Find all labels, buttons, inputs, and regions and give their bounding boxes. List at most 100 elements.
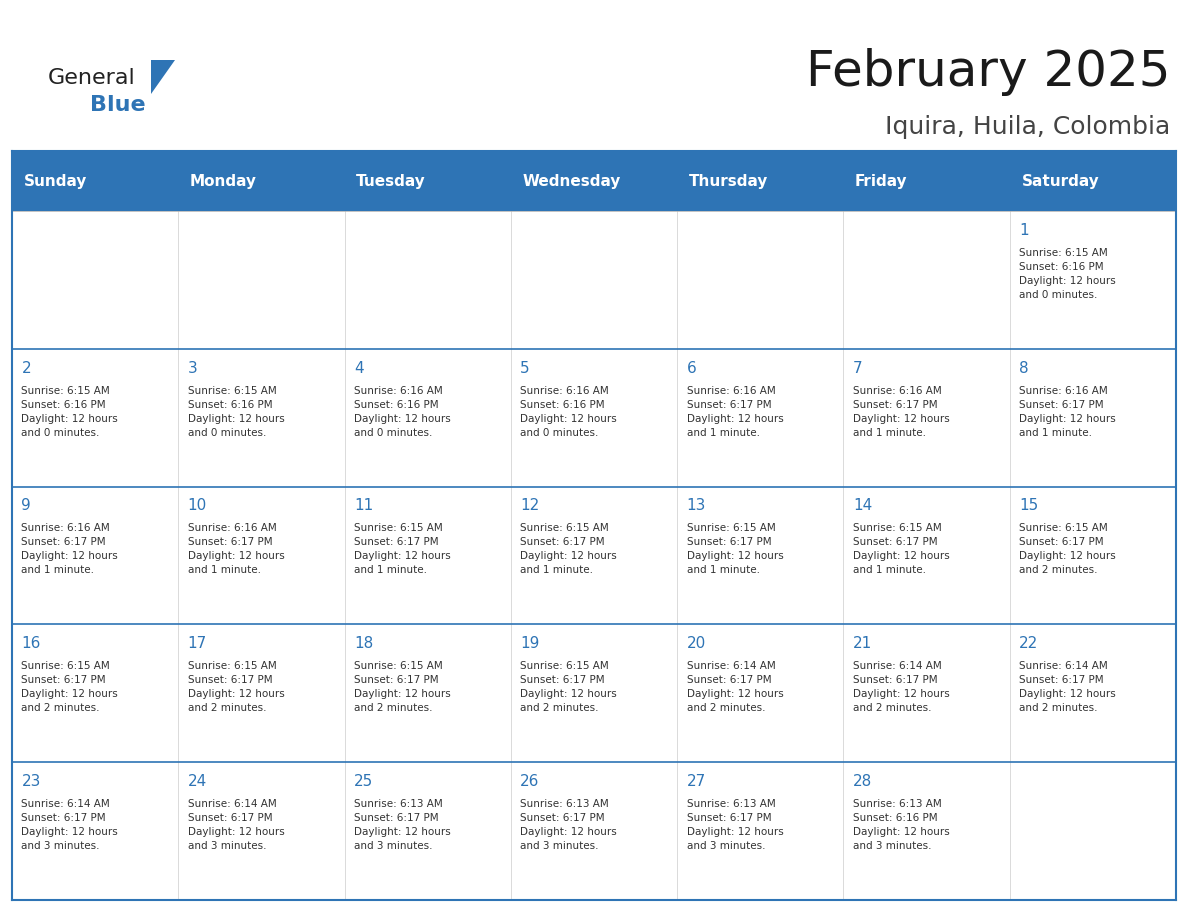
Text: 23: 23 <box>21 774 40 789</box>
Bar <box>843 624 1010 762</box>
Text: Sunrise: 6:14 AM
Sunset: 6:17 PM
Daylight: 12 hours
and 3 minutes.: Sunrise: 6:14 AM Sunset: 6:17 PM Dayligh… <box>188 799 284 851</box>
Text: Thursday: Thursday <box>689 174 769 189</box>
Text: 14: 14 <box>853 498 872 513</box>
Text: Sunrise: 6:15 AM
Sunset: 6:17 PM
Daylight: 12 hours
and 1 minute.: Sunrise: 6:15 AM Sunset: 6:17 PM Dayligh… <box>853 523 949 576</box>
Bar <box>843 762 1010 900</box>
Text: Sunrise: 6:14 AM
Sunset: 6:17 PM
Daylight: 12 hours
and 2 minutes.: Sunrise: 6:14 AM Sunset: 6:17 PM Dayligh… <box>687 661 783 713</box>
Bar <box>345 624 511 762</box>
Text: 16: 16 <box>21 636 40 651</box>
Text: Sunrise: 6:15 AM
Sunset: 6:17 PM
Daylight: 12 hours
and 2 minutes.: Sunrise: 6:15 AM Sunset: 6:17 PM Dayligh… <box>1019 523 1116 576</box>
Text: Sunrise: 6:16 AM
Sunset: 6:17 PM
Daylight: 12 hours
and 1 minute.: Sunrise: 6:16 AM Sunset: 6:17 PM Dayligh… <box>1019 386 1116 438</box>
Bar <box>12 762 178 900</box>
Bar <box>178 624 345 762</box>
Bar <box>1010 151 1176 211</box>
Text: 2: 2 <box>21 361 31 375</box>
Bar <box>677 151 843 211</box>
Text: 9: 9 <box>21 498 31 513</box>
Bar <box>1010 211 1176 349</box>
Text: 1: 1 <box>1019 223 1029 238</box>
Bar <box>677 487 843 624</box>
Text: 25: 25 <box>354 774 373 789</box>
Bar <box>1010 624 1176 762</box>
Text: Sunrise: 6:15 AM
Sunset: 6:17 PM
Daylight: 12 hours
and 2 minutes.: Sunrise: 6:15 AM Sunset: 6:17 PM Dayligh… <box>354 661 450 713</box>
Text: Sunrise: 6:15 AM
Sunset: 6:17 PM
Daylight: 12 hours
and 1 minute.: Sunrise: 6:15 AM Sunset: 6:17 PM Dayligh… <box>520 523 617 576</box>
Polygon shape <box>151 60 175 94</box>
Bar <box>12 151 178 211</box>
Text: 22: 22 <box>1019 636 1038 651</box>
Bar <box>843 349 1010 487</box>
Text: 8: 8 <box>1019 361 1029 375</box>
Text: Sunrise: 6:15 AM
Sunset: 6:16 PM
Daylight: 12 hours
and 0 minutes.: Sunrise: 6:15 AM Sunset: 6:16 PM Dayligh… <box>21 386 118 438</box>
Text: 26: 26 <box>520 774 539 789</box>
Text: Wednesday: Wednesday <box>523 174 621 189</box>
Text: 15: 15 <box>1019 498 1038 513</box>
Bar <box>178 487 345 624</box>
Text: Tuesday: Tuesday <box>356 174 426 189</box>
Text: Sunrise: 6:15 AM
Sunset: 6:16 PM
Daylight: 12 hours
and 0 minutes.: Sunrise: 6:15 AM Sunset: 6:16 PM Dayligh… <box>1019 248 1116 300</box>
Bar <box>843 151 1010 211</box>
Text: 24: 24 <box>188 774 207 789</box>
Text: 12: 12 <box>520 498 539 513</box>
Text: February 2025: February 2025 <box>805 48 1170 95</box>
Text: Sunrise: 6:15 AM
Sunset: 6:16 PM
Daylight: 12 hours
and 0 minutes.: Sunrise: 6:15 AM Sunset: 6:16 PM Dayligh… <box>188 386 284 438</box>
Bar <box>1010 762 1176 900</box>
Text: Sunrise: 6:14 AM
Sunset: 6:17 PM
Daylight: 12 hours
and 3 minutes.: Sunrise: 6:14 AM Sunset: 6:17 PM Dayligh… <box>21 799 118 851</box>
Bar <box>511 151 677 211</box>
Bar <box>12 624 178 762</box>
Text: Sunrise: 6:15 AM
Sunset: 6:17 PM
Daylight: 12 hours
and 2 minutes.: Sunrise: 6:15 AM Sunset: 6:17 PM Dayligh… <box>21 661 118 713</box>
Text: 3: 3 <box>188 361 197 375</box>
Text: General: General <box>48 68 135 88</box>
Text: Sunrise: 6:13 AM
Sunset: 6:17 PM
Daylight: 12 hours
and 3 minutes.: Sunrise: 6:13 AM Sunset: 6:17 PM Dayligh… <box>354 799 450 851</box>
Text: 11: 11 <box>354 498 373 513</box>
Bar <box>511 624 677 762</box>
Text: Sunrise: 6:13 AM
Sunset: 6:16 PM
Daylight: 12 hours
and 3 minutes.: Sunrise: 6:13 AM Sunset: 6:16 PM Dayligh… <box>853 799 949 851</box>
Bar <box>345 487 511 624</box>
Text: Sunrise: 6:14 AM
Sunset: 6:17 PM
Daylight: 12 hours
and 2 minutes.: Sunrise: 6:14 AM Sunset: 6:17 PM Dayligh… <box>853 661 949 713</box>
Text: Sunrise: 6:13 AM
Sunset: 6:17 PM
Daylight: 12 hours
and 3 minutes.: Sunrise: 6:13 AM Sunset: 6:17 PM Dayligh… <box>520 799 617 851</box>
Text: Sunrise: 6:16 AM
Sunset: 6:17 PM
Daylight: 12 hours
and 1 minute.: Sunrise: 6:16 AM Sunset: 6:17 PM Dayligh… <box>21 523 118 576</box>
Text: Iquira, Huila, Colombia: Iquira, Huila, Colombia <box>885 115 1170 139</box>
Text: Sunrise: 6:15 AM
Sunset: 6:17 PM
Daylight: 12 hours
and 1 minute.: Sunrise: 6:15 AM Sunset: 6:17 PM Dayligh… <box>687 523 783 576</box>
Text: Monday: Monday <box>190 174 257 189</box>
Bar <box>511 211 677 349</box>
Text: 18: 18 <box>354 636 373 651</box>
Text: Sunrise: 6:13 AM
Sunset: 6:17 PM
Daylight: 12 hours
and 3 minutes.: Sunrise: 6:13 AM Sunset: 6:17 PM Dayligh… <box>687 799 783 851</box>
Text: Sunrise: 6:15 AM
Sunset: 6:17 PM
Daylight: 12 hours
and 2 minutes.: Sunrise: 6:15 AM Sunset: 6:17 PM Dayligh… <box>520 661 617 713</box>
Text: Saturday: Saturday <box>1022 174 1099 189</box>
Text: 17: 17 <box>188 636 207 651</box>
Bar <box>511 349 677 487</box>
Text: 20: 20 <box>687 636 706 651</box>
Text: Sunrise: 6:15 AM
Sunset: 6:17 PM
Daylight: 12 hours
and 1 minute.: Sunrise: 6:15 AM Sunset: 6:17 PM Dayligh… <box>354 523 450 576</box>
Text: 10: 10 <box>188 498 207 513</box>
Bar <box>345 211 511 349</box>
Text: Sunrise: 6:14 AM
Sunset: 6:17 PM
Daylight: 12 hours
and 2 minutes.: Sunrise: 6:14 AM Sunset: 6:17 PM Dayligh… <box>1019 661 1116 713</box>
Text: 21: 21 <box>853 636 872 651</box>
Bar <box>12 349 178 487</box>
Bar <box>843 211 1010 349</box>
Bar <box>178 211 345 349</box>
Bar <box>843 487 1010 624</box>
Text: 28: 28 <box>853 774 872 789</box>
Bar <box>511 762 677 900</box>
Text: 5: 5 <box>520 361 530 375</box>
Bar <box>677 624 843 762</box>
Text: 4: 4 <box>354 361 364 375</box>
Text: Friday: Friday <box>855 174 908 189</box>
Text: Sunrise: 6:16 AM
Sunset: 6:17 PM
Daylight: 12 hours
and 1 minute.: Sunrise: 6:16 AM Sunset: 6:17 PM Dayligh… <box>188 523 284 576</box>
Bar <box>677 211 843 349</box>
Text: Sunrise: 6:16 AM
Sunset: 6:17 PM
Daylight: 12 hours
and 1 minute.: Sunrise: 6:16 AM Sunset: 6:17 PM Dayligh… <box>687 386 783 438</box>
Bar <box>511 487 677 624</box>
Text: Sunrise: 6:15 AM
Sunset: 6:17 PM
Daylight: 12 hours
and 2 minutes.: Sunrise: 6:15 AM Sunset: 6:17 PM Dayligh… <box>188 661 284 713</box>
Bar <box>677 349 843 487</box>
Text: 6: 6 <box>687 361 696 375</box>
Text: Sunrise: 6:16 AM
Sunset: 6:16 PM
Daylight: 12 hours
and 0 minutes.: Sunrise: 6:16 AM Sunset: 6:16 PM Dayligh… <box>354 386 450 438</box>
Bar <box>178 762 345 900</box>
Bar <box>345 762 511 900</box>
Text: 27: 27 <box>687 774 706 789</box>
Bar <box>1010 487 1176 624</box>
Text: Sunrise: 6:16 AM
Sunset: 6:17 PM
Daylight: 12 hours
and 1 minute.: Sunrise: 6:16 AM Sunset: 6:17 PM Dayligh… <box>853 386 949 438</box>
Bar <box>345 349 511 487</box>
Bar <box>178 349 345 487</box>
Text: Blue: Blue <box>90 95 146 115</box>
Text: Sunrise: 6:16 AM
Sunset: 6:16 PM
Daylight: 12 hours
and 0 minutes.: Sunrise: 6:16 AM Sunset: 6:16 PM Dayligh… <box>520 386 617 438</box>
